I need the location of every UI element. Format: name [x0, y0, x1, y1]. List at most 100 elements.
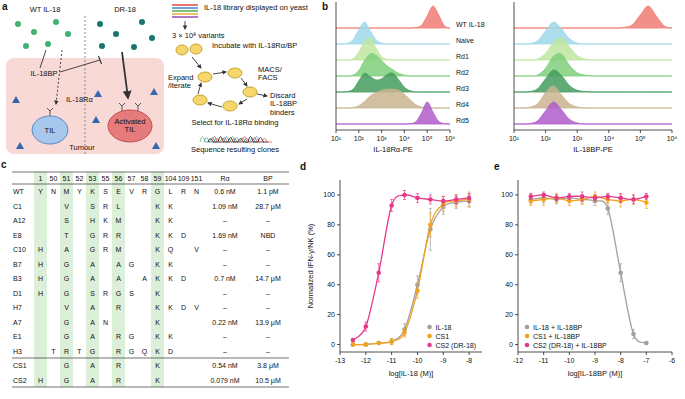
- x-tick-label: 10¹: [509, 135, 520, 142]
- residue: G: [129, 348, 134, 355]
- x-tick: [404, 130, 405, 133]
- row-label: Naive: [456, 37, 474, 44]
- residue: A: [90, 261, 95, 268]
- yeast: [228, 68, 242, 78]
- label: IL-18BP: [30, 69, 57, 78]
- wt-ligand: [15, 21, 21, 27]
- histogram: [514, 22, 672, 44]
- affinity: –: [266, 333, 270, 340]
- dr-ligand: [99, 43, 105, 49]
- y-axis-title: Normalized IFN-γ/NK (%): [306, 223, 315, 308]
- residue: V: [194, 246, 199, 253]
- column-head: BP: [263, 175, 273, 182]
- histograms: [514, 6, 672, 124]
- column-shade: [34, 172, 47, 387]
- error-bar: [377, 342, 380, 345]
- library-strand: [172, 10, 198, 12]
- table-rule: [12, 172, 289, 173]
- residue: R: [103, 290, 108, 297]
- row-name: CS1: [13, 362, 27, 369]
- row-label: Rd1: [456, 53, 469, 60]
- point: [428, 223, 433, 228]
- residue: K: [155, 275, 160, 282]
- label-line: FACS: [258, 73, 278, 82]
- residue: G: [116, 290, 121, 297]
- x-tick-label: 10³: [377, 135, 388, 142]
- residue: K: [155, 304, 160, 311]
- residue: T: [64, 232, 69, 239]
- library-strand: [172, 16, 198, 18]
- histogram: [336, 38, 450, 60]
- residue: K: [168, 333, 173, 340]
- x-axis: [340, 352, 482, 353]
- residue: H: [38, 261, 43, 268]
- dr-ligand: [131, 44, 137, 50]
- y-tick: [515, 194, 518, 195]
- residue: G: [155, 188, 160, 195]
- label: Sequence resulting clones: [191, 145, 279, 154]
- row-name: D1: [13, 290, 22, 297]
- row-name: B7: [13, 261, 22, 268]
- legend-marker: [525, 334, 530, 339]
- point: [351, 342, 356, 347]
- residue: A: [64, 246, 69, 253]
- row-label: Rd2: [456, 69, 469, 76]
- x-tick-label: -11: [387, 357, 397, 364]
- row-name: H3: [13, 348, 22, 355]
- x-tick: [518, 352, 519, 355]
- legend-label: IL-18: [436, 324, 452, 331]
- x-tick: [391, 352, 392, 355]
- label: WT IL-18: [30, 5, 61, 14]
- x-tick-label: -9: [592, 357, 598, 364]
- point: [631, 197, 636, 202]
- point: [376, 270, 381, 275]
- residue: K: [155, 232, 160, 239]
- error-bar: [390, 339, 393, 345]
- point: [389, 339, 394, 344]
- point: [376, 341, 381, 346]
- residue: D: [181, 275, 186, 282]
- residue: Q: [142, 348, 148, 356]
- x-tick: [336, 130, 337, 133]
- x-axis-title: log[IL-18BP (M)]: [568, 369, 622, 378]
- error-bar: [529, 193, 532, 199]
- til-cell: [32, 116, 68, 144]
- x-axis: [514, 130, 672, 131]
- legend-label: CS2 (DR-18): [436, 342, 476, 350]
- x-tick: [469, 352, 470, 355]
- error-bar: [351, 343, 354, 346]
- row-name: WT: [13, 188, 25, 195]
- error-bar: [645, 342, 648, 345]
- x-axis-title: IL-18BP-PE: [573, 145, 613, 154]
- legend-label: CS1: [436, 333, 450, 340]
- y-tick-label: 0: [331, 341, 335, 348]
- x-tick: [545, 130, 546, 133]
- point: [441, 199, 446, 204]
- dr-ligand: [149, 35, 155, 41]
- y-tick: [515, 224, 518, 225]
- x-axis: [336, 130, 450, 131]
- yeast: [193, 95, 207, 105]
- histogram: [514, 70, 672, 92]
- residue: K: [155, 261, 160, 268]
- tumour-cell: [12, 96, 20, 103]
- column-head: 56: [115, 175, 123, 182]
- x-tick: [672, 130, 673, 133]
- point: [415, 196, 420, 201]
- point: [402, 330, 407, 335]
- histogram: [514, 53, 672, 76]
- residue: G: [64, 362, 69, 369]
- affinity: –: [223, 348, 227, 355]
- residue: M: [116, 217, 122, 224]
- affinity: 14.7 μM: [255, 275, 281, 283]
- residue: S: [103, 188, 108, 195]
- label: Incubate with IL-18Rα/BP: [212, 41, 297, 50]
- residue: Y: [77, 188, 82, 195]
- x-tick: [577, 130, 578, 133]
- residue: K: [168, 275, 173, 282]
- residue: A: [90, 362, 95, 369]
- residue: R: [116, 377, 121, 384]
- error-bar: [594, 192, 597, 201]
- residue: N: [51, 188, 56, 195]
- y-tick-label: 60: [505, 251, 513, 258]
